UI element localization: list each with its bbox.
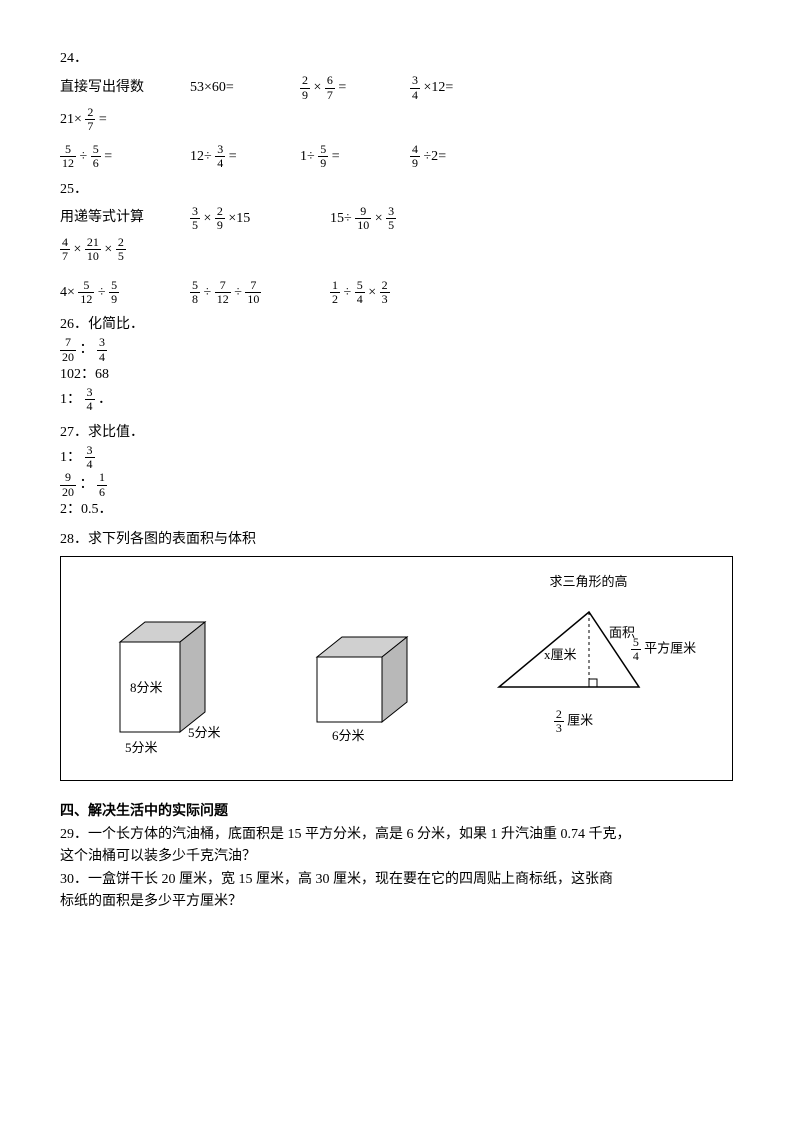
q24-r2c4: 49 ÷2=: [410, 143, 490, 170]
q28-title: 28．求下列各图的表面积与体积: [60, 529, 733, 551]
q24-r1c2: 53×60=: [190, 77, 270, 99]
q25-r2c1: 4× 512 ÷ 59: [60, 279, 160, 306]
q25-r1c3: 15÷ 910 × 35: [330, 205, 410, 232]
q24-title: 直接写出得数: [60, 77, 160, 99]
q25-number: 25．: [60, 179, 733, 201]
q27-item1: 1： 34: [60, 444, 733, 471]
svg-text:x厘米: x厘米: [544, 647, 577, 662]
q25-title: 用递等式计算: [60, 207, 160, 229]
triangle-base-line: 23 厘米: [469, 708, 679, 735]
svg-text:5分米: 5分米: [188, 725, 221, 740]
q25-r1c2: 35 × 29 ×15: [190, 205, 300, 232]
section4-title: 四、解决生活中的实际问题: [60, 801, 733, 823]
q27-item3: 2：0.5．: [60, 499, 733, 521]
q26-item3: 1： 34 ．: [60, 386, 733, 413]
q24-r1c4: 34 ×12=: [410, 74, 490, 101]
q27-item2: 920 ： 16: [60, 471, 733, 498]
q26-title: 26．化简比．: [60, 314, 733, 336]
q24-r2c2: 12÷ 34 =: [190, 143, 270, 170]
svg-text:5分米: 5分米: [125, 740, 158, 755]
cuboid-figure: 8分米 5分米 5分米: [100, 612, 240, 770]
q25-r2c2: 58 ÷ 712 ÷ 710: [190, 279, 300, 306]
q25-r1c1: 47 × 2110 × 25: [60, 236, 160, 263]
svg-text:8分米: 8分米: [130, 680, 163, 695]
q29-line2: 这个油桶可以装多少千克汽油？: [60, 846, 733, 868]
q26-item2: 102：68: [60, 364, 733, 386]
cube-figure: 6分米: [297, 622, 427, 770]
q24-r1c3: 29 × 67 =: [300, 74, 380, 101]
q27-title: 27．求比值．: [60, 422, 733, 444]
q24-r2c1: 512 ÷ 56 =: [60, 143, 160, 170]
q30-line2: 标纸的面积是多少平方厘米？: [60, 891, 733, 913]
figures-panel: 8分米 5分米 5分米 6分米 求三角形的高 x厘米 面积 面积 54 平方厘米: [60, 556, 733, 781]
q30: 30．一盒饼干长 20 厘米，宽 15 厘米，高 30 厘米，现在要在它的四周贴…: [60, 869, 733, 891]
q24-number: 24．: [60, 48, 733, 70]
q29: 29．一个长方体的汽油桶，底面积是 15 平方分米，高是 6 分米，如果 1 升…: [60, 824, 733, 846]
triangle-area-line: 面积 54 平方厘米: [619, 636, 709, 663]
q26-item1: 720 ： 34: [60, 336, 733, 363]
q24-r2c3: 1÷ 59 =: [300, 143, 380, 170]
q25-r2c3: 12 ÷ 54 × 23: [330, 279, 410, 306]
q24-r1c1: 21× 27 =: [60, 106, 160, 133]
svg-text:6分米: 6分米: [332, 728, 365, 743]
triangle-figure: 求三角形的高 x厘米 面积 面积 54 平方厘米 23 厘米: [484, 572, 694, 770]
